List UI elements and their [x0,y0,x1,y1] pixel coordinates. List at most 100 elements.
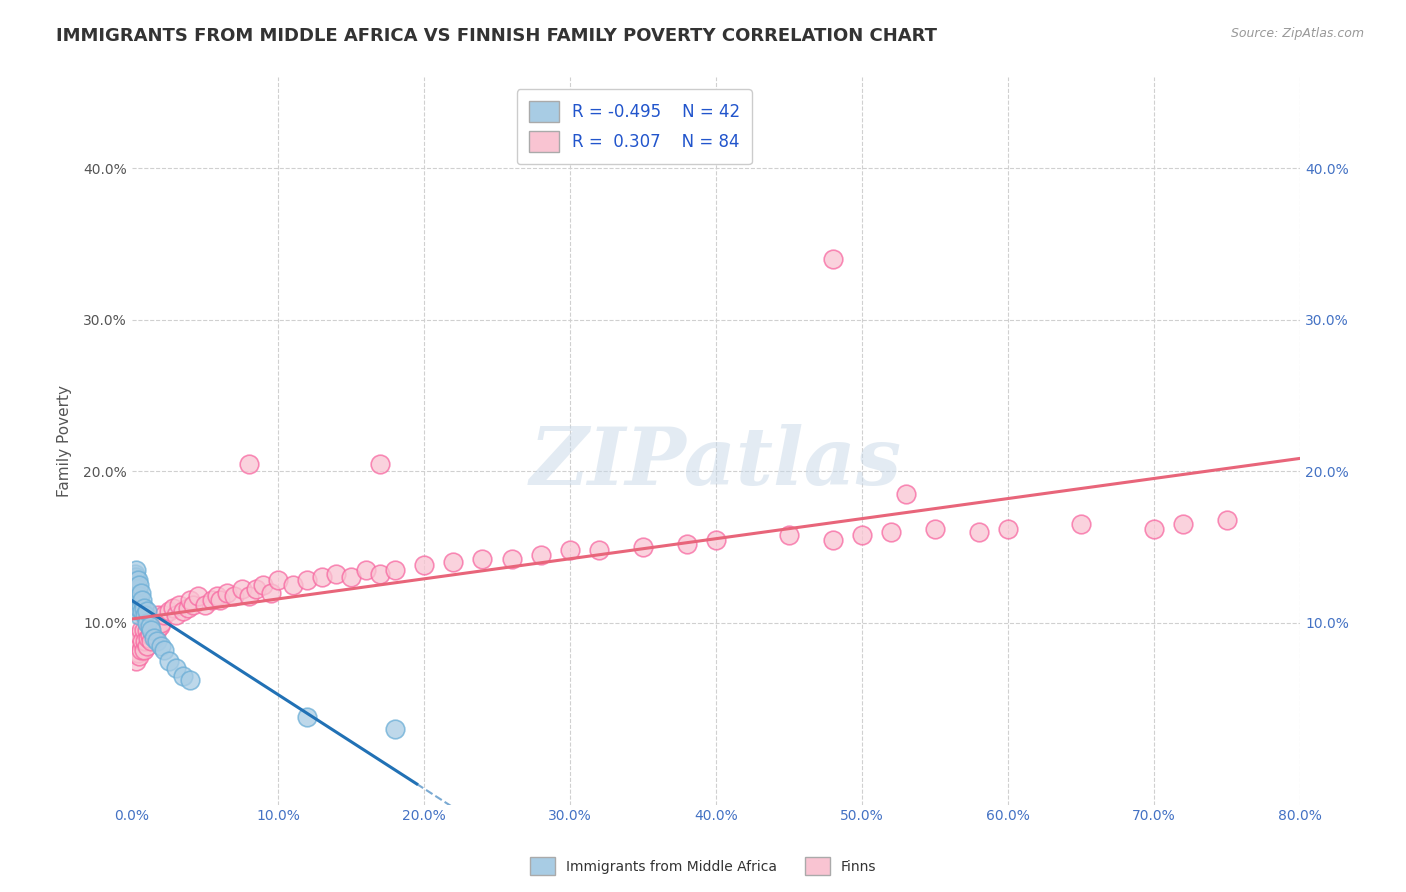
Point [131,593,153,607]
Point [127,646,149,660]
Legend: R = -0.495    N = 42, R =  0.307    N = 84: R = -0.495 N = 42, R = 0.307 N = 84 [517,89,752,164]
Point [238,589,260,603]
Point [129,598,152,612]
Point [135,604,157,618]
Point [778,528,800,542]
Point [208,593,231,607]
Point [134,634,156,648]
Point [851,528,873,542]
Point [172,669,194,683]
Point [138,619,160,633]
Point [267,574,290,588]
Point [138,619,160,633]
Point [704,533,727,547]
Point [252,578,274,592]
Point [997,522,1019,536]
Point [231,582,253,597]
Point [141,624,163,638]
Point [145,619,167,633]
Point [153,608,176,623]
Text: Source: ZipAtlas.com: Source: ZipAtlas.com [1230,27,1364,40]
Point [157,604,180,618]
Point [131,604,153,618]
Point [924,522,946,536]
Point [325,567,347,582]
Point [127,582,149,597]
Text: ZIPatlas: ZIPatlas [530,424,903,501]
Point [125,631,148,645]
Point [215,585,238,599]
Point [224,589,246,603]
Point [558,543,581,558]
Point [311,570,333,584]
Point [139,634,162,648]
Point [471,552,494,566]
Point [134,608,156,623]
Point [124,589,146,603]
Point [530,548,553,562]
Point [125,593,148,607]
Point [124,582,146,597]
Point [967,524,990,539]
Point [128,589,150,603]
Point [122,646,145,660]
Legend: Immigrants from Middle Africa, Finns: Immigrants from Middle Africa, Finns [524,852,882,880]
Point [127,634,149,648]
Point [165,661,187,675]
Point [132,600,155,615]
Point [136,631,159,645]
Point [124,574,146,588]
Point [146,634,169,648]
Point [150,615,173,630]
Point [128,649,150,664]
Point [132,643,155,657]
Point [245,582,267,597]
Point [281,578,304,592]
Point [125,578,148,592]
Point [894,487,917,501]
Point [125,654,148,668]
Point [122,570,145,584]
Point [194,598,217,612]
Point [122,578,145,592]
Point [297,710,319,724]
Point [384,563,406,577]
Point [129,585,152,599]
Text: IMMIGRANTS FROM MIDDLE AFRICA VS FINNISH FAMILY POVERTY CORRELATION CHART: IMMIGRANTS FROM MIDDLE AFRICA VS FINNISH… [56,27,938,45]
Point [127,604,149,618]
Point [501,552,523,566]
Point [128,600,150,615]
Point [183,598,205,612]
Point [157,654,180,668]
Point [153,643,176,657]
Point [297,574,319,588]
Point [441,555,464,569]
Point [135,624,157,638]
Y-axis label: Family Poverty: Family Poverty [58,385,72,497]
Point [128,578,150,592]
Point [125,570,148,584]
Point [176,600,198,615]
Point [132,624,155,638]
Point [149,619,172,633]
Point [205,589,228,603]
Point [128,608,150,623]
Point [1173,517,1195,532]
Point [162,600,184,615]
Point [127,598,149,612]
Point [142,628,165,642]
Point [135,639,157,653]
Point [368,457,391,471]
Point [150,639,173,653]
Point [165,608,187,623]
Point [125,585,148,599]
Point [131,634,153,648]
Point [880,524,903,539]
Point [122,593,145,607]
Point [129,624,152,638]
Point [139,624,162,638]
Point [128,628,150,642]
Point [124,567,146,582]
Point [354,563,377,577]
Point [201,593,224,607]
